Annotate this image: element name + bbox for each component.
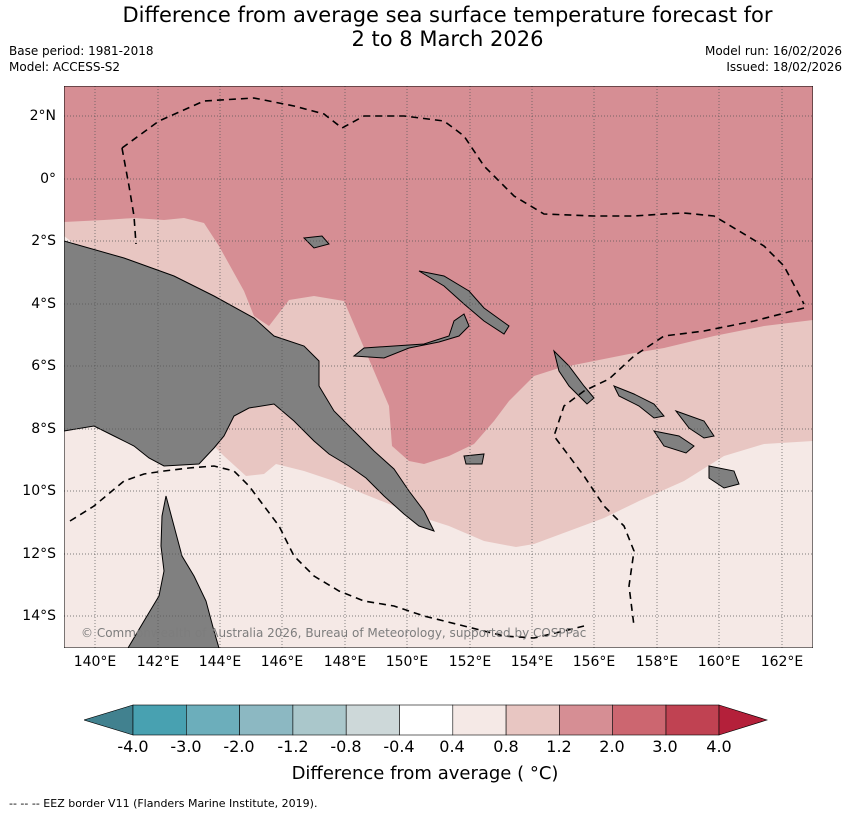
new-ireland-land bbox=[418, 270, 510, 335]
colorbar-cell bbox=[612, 704, 667, 736]
lon-label: 144°E bbox=[198, 654, 242, 670]
solomons-malaita bbox=[674, 409, 715, 439]
colorbar-extend-high bbox=[718, 704, 768, 736]
colorbar-cell bbox=[505, 704, 560, 736]
lon-label: 142°E bbox=[136, 654, 180, 670]
colorbar-cell bbox=[186, 704, 240, 736]
issued-date: Issued: 18/02/2026 bbox=[726, 60, 842, 74]
eez-legend: -- -- -- EEZ border V11 (Flanders Marine… bbox=[9, 797, 318, 810]
colorbar-cell bbox=[132, 704, 187, 736]
colorbar-cell bbox=[345, 704, 400, 736]
colorbar-tick: -3.0 bbox=[170, 737, 202, 756]
colorbar-tick: 4.0 bbox=[706, 737, 732, 756]
land bbox=[64, 235, 740, 648]
colorbar-extend-low bbox=[84, 704, 134, 736]
solomons-isabel bbox=[612, 385, 665, 419]
map-panel bbox=[64, 86, 813, 648]
colorbar-tick: -0.4 bbox=[383, 737, 415, 756]
island-small-1 bbox=[302, 235, 330, 249]
graticule bbox=[64, 86, 813, 648]
lon-label: 152°E bbox=[448, 654, 492, 670]
lat-label: 4°S bbox=[31, 296, 56, 312]
lon-label: 160°E bbox=[697, 654, 741, 670]
lat-label: 0° bbox=[40, 171, 56, 187]
map-title: Difference from average sea surface temp… bbox=[0, 3, 850, 51]
title-line-1: Difference from average sea surface temp… bbox=[122, 3, 773, 27]
new-britain-land bbox=[352, 313, 470, 359]
colorbar-cell bbox=[665, 704, 720, 736]
meta-left: Base period: 1981-2018 Model: ACCESS-S2 bbox=[9, 43, 154, 75]
colorbar-tick: 2.0 bbox=[599, 737, 625, 756]
sst-anomaly-map bbox=[64, 86, 813, 648]
colorbar-cell bbox=[559, 704, 613, 736]
lat-label: 10°S bbox=[22, 483, 56, 499]
colorbar-cell bbox=[292, 704, 347, 736]
lat-label: 2°S bbox=[31, 233, 56, 249]
vanuatu-island bbox=[708, 465, 740, 489]
new-guinea-land bbox=[64, 240, 435, 532]
model-run: Model run: 16/02/2026 bbox=[704, 44, 842, 58]
colorbar-tick: -0.8 bbox=[330, 737, 362, 756]
colorbar bbox=[84, 704, 768, 736]
colorbar-tick: -1.2 bbox=[277, 737, 309, 756]
lon-label: 150°E bbox=[385, 654, 429, 670]
lon-label: 146°E bbox=[260, 654, 304, 670]
colorbar-cell bbox=[452, 704, 507, 736]
lon-label: 148°E bbox=[323, 654, 367, 670]
model-name: Model: ACCESS-S2 bbox=[9, 60, 121, 74]
lat-label: 6°S bbox=[31, 358, 56, 374]
colorbar-tick: -4.0 bbox=[117, 737, 149, 756]
colorbar-cell bbox=[239, 704, 294, 736]
colorbar-tick: -2.0 bbox=[223, 737, 255, 756]
lon-label: 156°E bbox=[572, 654, 616, 670]
colorbar-title: Difference from average ( °C) bbox=[291, 763, 559, 784]
meta-right: Model run: 16/02/2026 Issued: 18/02/2026 bbox=[705, 43, 842, 75]
cape-york-land bbox=[127, 495, 220, 648]
lat-label: 14°S bbox=[22, 608, 56, 624]
eez-border bbox=[69, 97, 805, 639]
colorbar-cell bbox=[399, 704, 454, 736]
colorbar-tick: 0.4 bbox=[439, 737, 465, 756]
base-period: Base period: 1981-2018 bbox=[9, 44, 154, 58]
island-small-2 bbox=[463, 453, 485, 465]
lon-label: 154°E bbox=[510, 654, 554, 670]
colorbar-tick: 3.0 bbox=[652, 737, 678, 756]
lat-label: 2°N bbox=[29, 108, 56, 124]
title-line-2: 2 to 8 March 2026 bbox=[351, 27, 544, 51]
copyright-notice: © Commonwealth of Australia 2026, Bureau… bbox=[81, 626, 587, 640]
colorbar-tick: 1.2 bbox=[546, 737, 572, 756]
solomons-guadalcanal bbox=[652, 430, 695, 454]
lon-label: 162°E bbox=[760, 654, 804, 670]
colorbar-tick: 0.8 bbox=[493, 737, 519, 756]
lon-label: 140°E bbox=[73, 654, 117, 670]
lon-label: 158°E bbox=[635, 654, 679, 670]
lat-label: 12°S bbox=[22, 546, 56, 562]
lat-label: 8°S bbox=[31, 421, 56, 437]
